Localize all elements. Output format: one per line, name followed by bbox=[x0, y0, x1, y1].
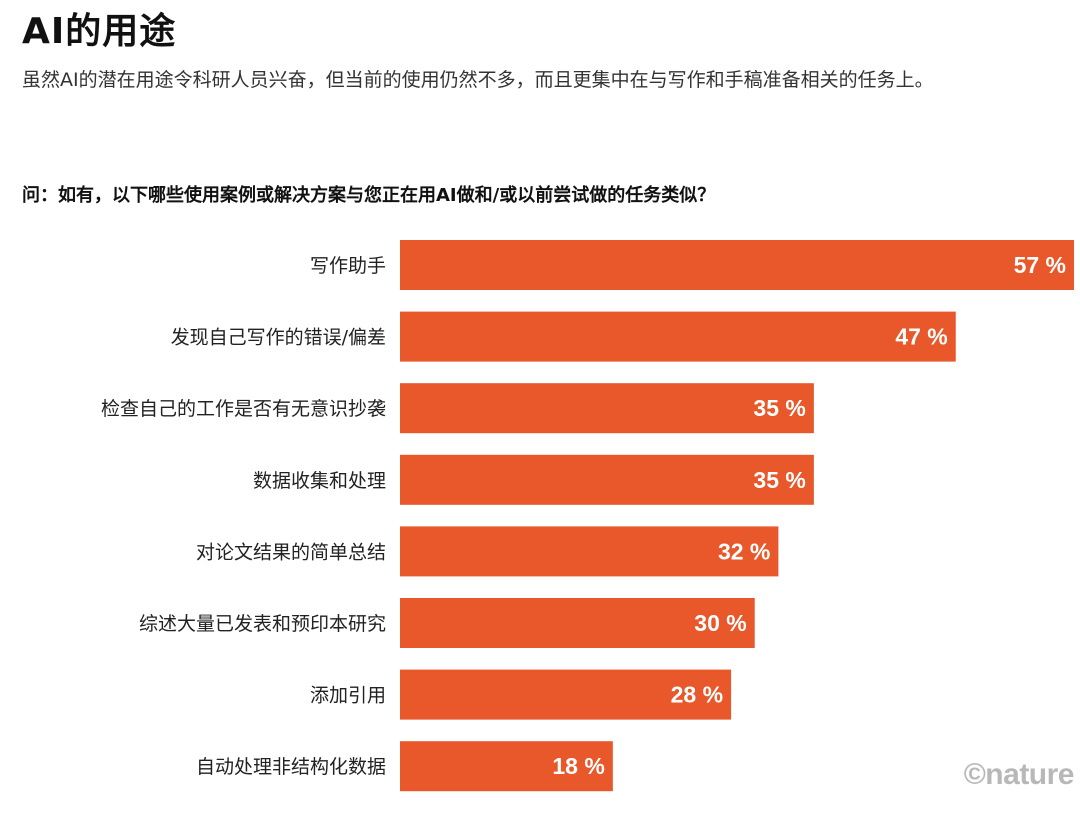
nature-credit: ©nature bbox=[963, 758, 1075, 791]
bar-1 bbox=[400, 240, 1074, 290]
category-label: 自动处理非结构化数据 bbox=[196, 756, 386, 778]
chart-title: AI的用途 bbox=[22, 11, 177, 52]
chart-subtitle: 虽然AI的潜在用途令科研人员兴奋，但当前的使用仍然不多，而且更集中在与写作和手稿… bbox=[22, 69, 934, 91]
category-label: 数据收集和处理 bbox=[253, 470, 386, 492]
category-label: 对论文结果的简单总结 bbox=[196, 541, 386, 563]
survey-question: 问：如有，以下哪些使用案例或解决方案与您正在用AI做和/或以前尝试做的任务类似？ bbox=[22, 185, 716, 206]
category-label: 写作助手 bbox=[310, 255, 386, 277]
bar-5 bbox=[400, 526, 779, 577]
category-label: 发现自己写作的错误/偏差 bbox=[171, 327, 386, 349]
bar-8 bbox=[400, 741, 613, 792]
category-label: 检查自己的工作是否有无意识抄袭 bbox=[101, 398, 386, 420]
bar-3 bbox=[400, 383, 814, 434]
value-label: 35 % bbox=[753, 467, 805, 493]
bar-2 bbox=[400, 311, 956, 362]
bar-7 bbox=[400, 669, 732, 720]
value-label: 57 % bbox=[1014, 252, 1066, 278]
value-label: 30 % bbox=[694, 610, 746, 636]
value-label: 32 % bbox=[718, 538, 770, 564]
value-label: 18 % bbox=[552, 753, 604, 779]
category-label: 综述大量已发表和预印本研究 bbox=[139, 613, 386, 635]
value-label: 47 % bbox=[895, 324, 947, 350]
bar-4 bbox=[400, 454, 814, 505]
bar-6 bbox=[400, 598, 755, 648]
category-label: 添加引用 bbox=[310, 685, 386, 707]
value-label: 35 % bbox=[753, 395, 805, 421]
value-label: 28 % bbox=[671, 682, 723, 708]
